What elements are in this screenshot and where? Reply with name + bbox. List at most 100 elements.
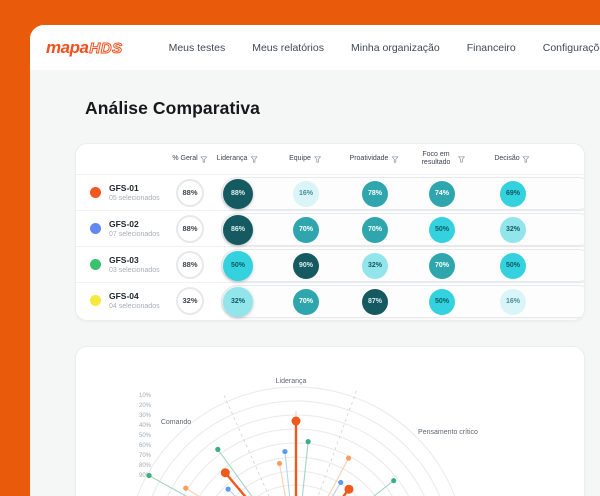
column-header-label: Equipe <box>289 154 311 162</box>
geral-score-circle: 32% <box>176 286 204 315</box>
radar-tick-label: 70% <box>139 453 152 459</box>
score-circle: 88% <box>223 178 253 209</box>
group-cell: GFS-01 05 selecionados <box>90 175 160 210</box>
radar-axis-label: Comando <box>161 419 191 426</box>
page-title: Análise Comparativa <box>85 98 261 118</box>
table-row-gfs-04[interactable]: GFS-04 04 selecionados 32% 32% 70% 87% 50% 16% <box>76 283 584 318</box>
radar-chart: 10% 20% 30% 40% 50% 60% 70% 80% 90% Liderança Coma… <box>136 378 478 496</box>
radar-axis-label: Liderança <box>276 378 307 385</box>
score-capsule: 86% 70% 70% 50% 32% <box>221 213 584 246</box>
column-header-label: Decisão <box>494 154 520 162</box>
radar-data-point <box>215 446 221 453</box>
radar-data-point <box>291 416 301 426</box>
column-header-label: Liderança <box>216 154 248 162</box>
radar-tick-label: 20% <box>139 403 152 409</box>
radar-data-point <box>276 460 283 467</box>
radar-data-point <box>220 468 230 478</box>
radar-series-line <box>185 487 200 496</box>
column-header-label: Foco em resultado <box>421 150 451 166</box>
score-circle: 87% <box>362 288 388 315</box>
radar-data-point <box>338 479 344 486</box>
radar-series-line <box>148 475 188 496</box>
radar-data-point <box>345 455 352 461</box>
nav-item-meus-relatorios[interactable]: Meus relatórios <box>252 41 324 54</box>
geral-score-circle: 88% <box>176 250 204 279</box>
radar-tick-label: 30% <box>139 413 152 419</box>
score-circle: 16% <box>500 288 526 315</box>
table-row-gfs-02[interactable]: GFS-02 07 selecionados 88% 86% 70% 70% 50% 32% <box>76 211 584 247</box>
group-name: GFS-01 <box>109 183 139 193</box>
column-header-3: Proatividade <box>350 144 399 174</box>
radar-data-point <box>391 478 397 484</box>
radar-tick-label: 50% <box>139 433 152 439</box>
radar-tick-label: 60% <box>139 443 152 449</box>
nav-item-financeiro[interactable]: Financeiro <box>466 41 516 54</box>
radar-tick-label: 40% <box>139 423 152 429</box>
radar-series-line <box>373 480 395 496</box>
radar-tick-label: 90% <box>139 473 152 479</box>
score-circle: 70% <box>293 288 319 315</box>
score-circle: 32% <box>362 252 388 279</box>
radar-grid-ring <box>136 386 456 496</box>
filter-icon[interactable] <box>522 155 530 163</box>
radar-data-point <box>305 439 311 445</box>
filter-icon[interactable] <box>250 155 258 163</box>
filter-icon[interactable] <box>313 155 321 163</box>
filter-icon[interactable] <box>458 155 465 163</box>
group-subtitle: 04 selecionados <box>109 303 160 310</box>
filter-icon[interactable] <box>200 155 208 163</box>
table-row-gfs-03[interactable]: GFS-03 03 selecionados 88% 50% 90% 32% 70% 50% <box>76 247 584 283</box>
nav-item-minha-organizacao[interactable]: Minha organização <box>350 41 440 54</box>
table-header-row: % Geral Liderança Equipe Proatividade Foco e… <box>76 144 584 175</box>
column-header-label: Proatividade <box>349 154 389 162</box>
content-area: Análise Comparativa % Geral Liderança Equi… <box>30 70 600 496</box>
radar-series-line <box>327 457 350 496</box>
score-circle: 50% <box>223 250 253 281</box>
group-subtitle: 03 selecionados <box>109 267 160 274</box>
score-circle: 50% <box>429 288 455 315</box>
group-color-dot <box>90 223 101 234</box>
brand-logo[interactable]: mapa HDS <box>46 38 123 58</box>
brand-logo-outline: HDS <box>89 39 123 57</box>
group-cell: GFS-03 03 selecionados <box>90 247 160 282</box>
group-name: GFS-03 <box>109 255 139 265</box>
geral-score-circle: 88% <box>176 178 204 207</box>
top-navigation-bar: mapa HDS Meus testes Meus relatórios Minha … <box>30 25 600 70</box>
main-nav: Meus testes Meus relatórios Minha organiza… <box>169 42 600 54</box>
radar-series-line <box>301 441 309 496</box>
radar-series-line <box>224 471 247 496</box>
score-circle: 70% <box>429 252 455 279</box>
radar-data-point <box>225 486 231 492</box>
score-capsule: 50% 90% 32% 70% 50% <box>221 249 584 282</box>
group-subtitle: 05 selecionados <box>109 195 160 202</box>
group-name: GFS-04 <box>109 291 139 301</box>
filter-icon[interactable] <box>391 155 399 163</box>
score-circle: 78% <box>362 180 388 207</box>
radar-tick-label: 80% <box>139 463 152 469</box>
nav-item-configuracoes[interactable]: Configurações <box>542 41 600 54</box>
radar-chart-card: 10% 20% 30% 40% 50% 60% 70% 80% 90% Liderança Coma… <box>75 346 585 496</box>
score-circle: 32% <box>500 216 526 243</box>
group-cell: GFS-04 04 selecionados <box>90 283 160 318</box>
group-color-dot <box>90 187 101 198</box>
brand-logo-solid: mapa <box>46 37 89 57</box>
score-circle: 70% <box>293 216 319 243</box>
score-capsule: 32% 70% 87% 50% 16% <box>221 285 584 318</box>
radar-data-point <box>183 485 189 491</box>
group-color-dot <box>90 295 101 306</box>
radar-series-line <box>342 488 350 496</box>
geral-score-circle: 88% <box>176 214 204 243</box>
score-capsule: 88% 16% 78% 74% 69% <box>221 177 584 210</box>
radar-series-line <box>278 463 286 496</box>
group-subtitle: 07 selecionados <box>109 231 160 238</box>
nav-item-meus-testes[interactable]: Meus testes <box>168 41 226 54</box>
score-circle: 32% <box>223 286 253 317</box>
column-header-label: % Geral <box>172 154 198 162</box>
table-body: GFS-01 05 selecionados 88% 88% 16% 78% 74% 69% G… <box>76 175 584 318</box>
score-circle: 50% <box>500 252 526 279</box>
column-header-4: Foco em resultado <box>417 144 465 174</box>
score-circle: 90% <box>293 252 319 279</box>
column-header-2: Equipe <box>289 144 321 174</box>
group-color-dot <box>90 259 101 270</box>
table-row-gfs-01[interactable]: GFS-01 05 selecionados 88% 88% 16% 78% 74% 69% <box>76 175 584 211</box>
